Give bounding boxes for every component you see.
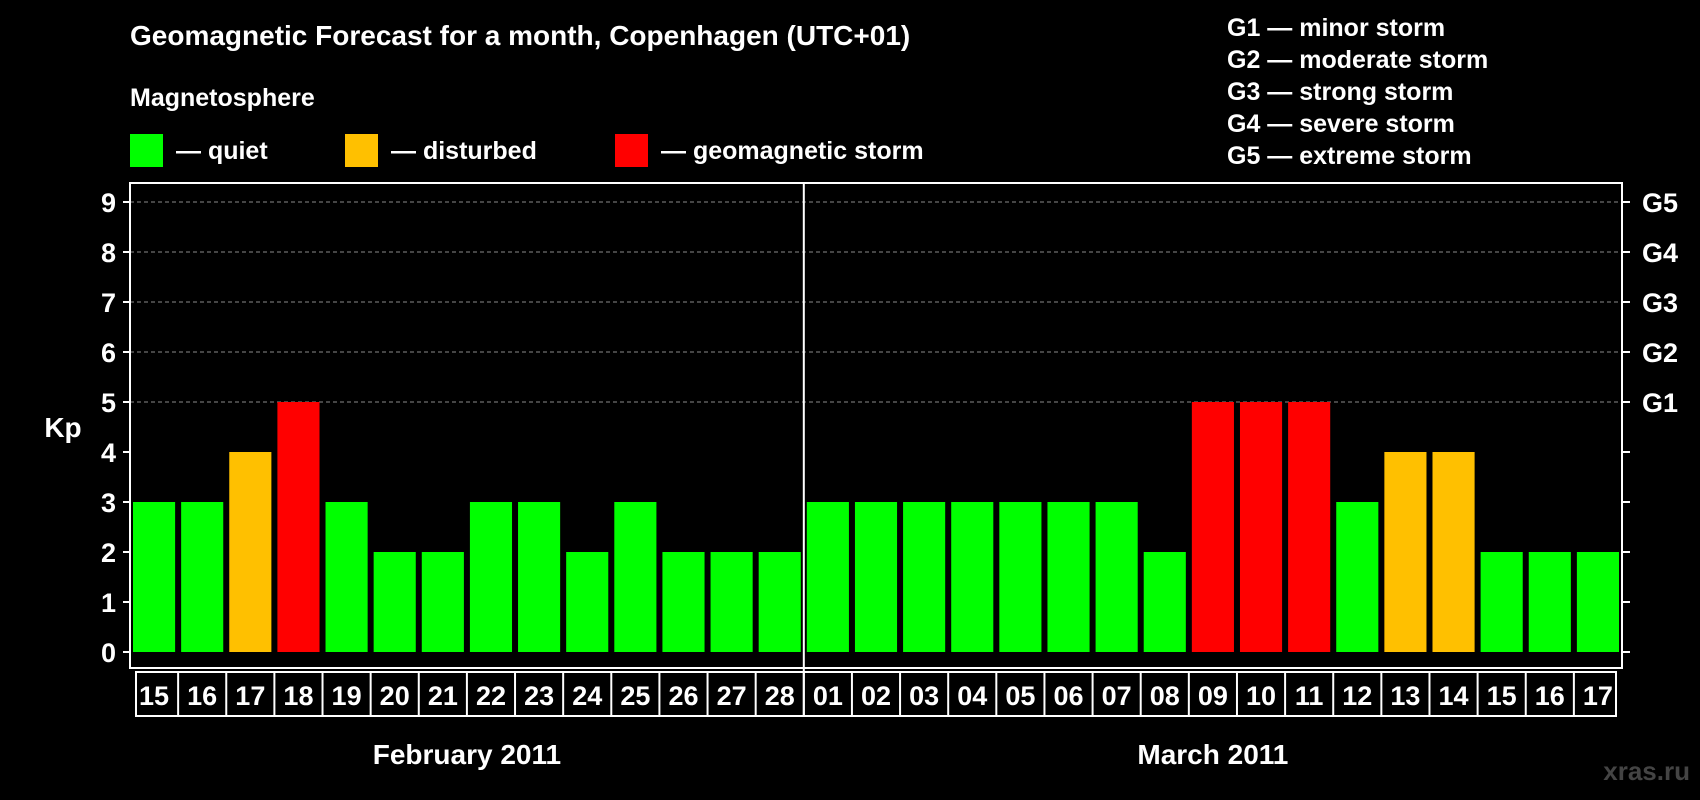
day-label: 03 xyxy=(909,681,939,711)
g-level-label: G2 xyxy=(1642,338,1678,368)
y-tick-label: 1 xyxy=(101,588,116,618)
kp-bar xyxy=(1143,552,1186,652)
legend-label-storm: — geomagnetic storm xyxy=(661,137,924,165)
day-label: 09 xyxy=(1198,681,1228,711)
day-label: 08 xyxy=(1150,681,1180,711)
storm-scale-g1: G1 — minor storm xyxy=(1227,14,1446,42)
legend-swatch-storm xyxy=(615,134,648,167)
y-tick-label: 7 xyxy=(101,288,116,318)
legend-label-quiet: — quiet xyxy=(176,137,268,165)
kp-bar xyxy=(1288,402,1331,652)
kp-bar xyxy=(1191,402,1234,652)
day-label: 12 xyxy=(1342,681,1372,711)
kp-bar xyxy=(1576,552,1619,652)
day-label: 11 xyxy=(1295,681,1324,711)
month-label: February 2011 xyxy=(373,739,561,770)
day-label: 18 xyxy=(283,681,313,711)
g-level-label: G4 xyxy=(1642,238,1678,268)
kp-bar xyxy=(758,552,801,652)
day-label: 02 xyxy=(861,681,891,711)
kp-bar xyxy=(662,552,705,652)
kp-bar xyxy=(1095,502,1138,652)
day-label: 16 xyxy=(1535,681,1565,711)
kp-bar xyxy=(999,502,1042,652)
kp-bar xyxy=(518,502,561,652)
day-label: 16 xyxy=(187,681,217,711)
day-label: 17 xyxy=(1583,681,1613,711)
y-tick-label: 5 xyxy=(101,388,116,418)
day-label: 01 xyxy=(813,681,843,711)
kp-bar xyxy=(710,552,753,652)
day-label: 19 xyxy=(332,681,362,711)
y-tick-label: 9 xyxy=(101,188,116,218)
kp-bar xyxy=(1480,552,1523,652)
kp-bar xyxy=(229,452,272,652)
kp-bar xyxy=(903,502,946,652)
storm-scale-g5: G5 — extreme storm xyxy=(1227,142,1472,170)
storm-scale-g4: G4 — severe storm xyxy=(1227,110,1455,138)
g-level-label: G3 xyxy=(1642,288,1678,318)
y-tick-label: 3 xyxy=(101,488,116,518)
chart-title: Geomagnetic Forecast for a month, Copenh… xyxy=(130,20,911,51)
kp-bar xyxy=(951,502,994,652)
day-label: 04 xyxy=(957,681,987,711)
day-label: 15 xyxy=(139,681,169,711)
watermark: xras.ru xyxy=(1603,756,1690,786)
kp-bar xyxy=(1432,452,1475,652)
storm-scale-g3: G3 — strong storm xyxy=(1227,78,1454,106)
day-label: 17 xyxy=(235,681,265,711)
kp-bar xyxy=(421,552,464,652)
plot-frame xyxy=(129,182,1623,669)
kp-bar xyxy=(181,502,224,652)
legend-swatch-disturbed xyxy=(345,134,378,167)
y-tick-label: 8 xyxy=(101,238,116,268)
kp-bar xyxy=(566,552,609,652)
g-level-label: G5 xyxy=(1642,188,1678,218)
legend-heading: Magnetosphere xyxy=(130,84,315,112)
kp-bar xyxy=(373,552,416,652)
storm-scale-g2: G2 — moderate storm xyxy=(1227,46,1489,74)
legend-label-disturbed: — disturbed xyxy=(391,137,537,165)
day-label: 28 xyxy=(765,681,795,711)
kp-bar xyxy=(1384,452,1427,652)
y-tick-label: 6 xyxy=(101,338,116,368)
day-label: 22 xyxy=(476,681,506,711)
y-tick-label: 2 xyxy=(101,538,116,568)
day-label: 21 xyxy=(428,681,458,711)
month-label: March 2011 xyxy=(1137,739,1288,770)
day-label: 24 xyxy=(572,681,602,711)
day-label: 25 xyxy=(620,681,650,711)
y-tick-label: 0 xyxy=(101,638,116,668)
kp-bar xyxy=(806,502,849,652)
day-label: 23 xyxy=(524,681,554,711)
y-axis-label: Kp xyxy=(44,412,81,443)
day-label: 13 xyxy=(1390,681,1420,711)
y-tick-label: 4 xyxy=(101,438,116,468)
legend-swatch-quiet xyxy=(130,134,163,167)
kp-bar xyxy=(133,502,176,652)
day-labels-frame xyxy=(135,671,1617,717)
kp-bar xyxy=(854,502,898,652)
kp-bar xyxy=(1047,502,1090,652)
day-label: 27 xyxy=(717,681,747,711)
day-label: 15 xyxy=(1487,681,1517,711)
day-label: 26 xyxy=(668,681,698,711)
day-label: 10 xyxy=(1246,681,1276,711)
day-label: 05 xyxy=(1005,681,1035,711)
g-level-label: G1 xyxy=(1642,388,1678,418)
day-label: 06 xyxy=(1053,681,1083,711)
storm-scale-list: G1 — minor storm G2 — moderate storm G3 … xyxy=(1227,12,1488,172)
day-label: 14 xyxy=(1439,681,1469,711)
day-label: 07 xyxy=(1102,681,1132,711)
kp-bar xyxy=(614,502,657,652)
day-label: 20 xyxy=(380,681,410,711)
kp-bar xyxy=(1528,552,1571,652)
kp-bar xyxy=(1336,502,1379,652)
kp-bar xyxy=(1239,402,1283,652)
kp-bar xyxy=(277,402,320,652)
kp-bar xyxy=(325,502,368,652)
kp-bar xyxy=(469,502,513,652)
